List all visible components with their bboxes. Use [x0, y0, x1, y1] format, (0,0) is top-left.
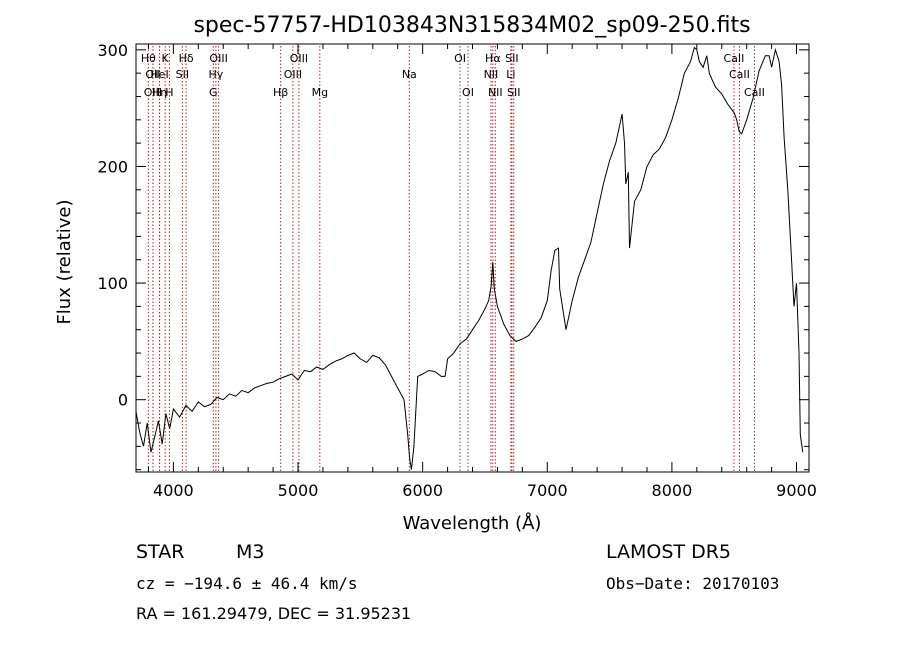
marker-label: HeI [150, 68, 168, 81]
x-axis-label: Wavelength (Å) [403, 512, 542, 534]
marker-label: CaII [729, 68, 750, 81]
marker-label: Hβ [273, 86, 288, 99]
cz-readout: cz = −194.6 ± 46.4 km/s [136, 574, 358, 593]
marker-label: Mg [312, 86, 328, 99]
survey-label: LAMOST DR5 [606, 541, 731, 563]
spectrum-line [135, 46, 804, 470]
y-tick-label: 0 [118, 391, 128, 410]
y-tick-label: 300 [97, 41, 128, 60]
line-marker-labels: HθOIIOIIIHηKHeIHSIIHδGOIIIHγHβOIIIOIIIMg… [141, 52, 765, 99]
y-axis-label: Flux (relative) [54, 199, 75, 324]
marker-label: Hα [485, 52, 501, 65]
x-axis-ticks: 4000 5000 6000 7000 8000 9000 [147, 44, 817, 500]
marker-label: OIII [284, 68, 302, 81]
y-tick-label: 100 [97, 274, 128, 293]
marker-label: K [162, 52, 170, 65]
y-tick-label: 200 [97, 157, 128, 176]
marker-label: Na [402, 68, 417, 81]
marker-label: Li [506, 68, 515, 81]
marker-label: G [209, 86, 218, 99]
subclass-label: M3 [236, 541, 264, 563]
marker-label: OIII [290, 52, 308, 65]
marker-label: NII [484, 68, 499, 81]
marker-label: Hη [152, 86, 167, 99]
class-label: STAR [136, 541, 184, 563]
marker-label: OII [145, 68, 160, 81]
x-tick-label: 9000 [776, 481, 817, 500]
line-markers [147, 46, 755, 471]
marker-label: SII [176, 68, 189, 81]
marker-label: NII [488, 86, 503, 99]
marker-label: OIII [209, 52, 227, 65]
marker-label: Hγ [208, 68, 223, 81]
marker-label: H [165, 86, 173, 99]
marker-label: OI [454, 52, 466, 65]
x-tick-label: 7000 [527, 481, 568, 500]
marker-label: Hδ [179, 52, 194, 65]
marker-label: OI [462, 86, 474, 99]
plot-frame [135, 43, 810, 473]
ra-dec-readout: RA = 161.29479, DEC = 31.95231 [136, 604, 411, 623]
marker-label: OIII [144, 86, 162, 99]
marker-label: SII [505, 52, 518, 65]
marker-label: CaII [724, 52, 745, 65]
marker-label: SII [507, 86, 520, 99]
marker-label: Hθ [141, 52, 156, 65]
chart-title: spec-57757-HD103843N315834M02_sp09-250.f… [193, 13, 750, 38]
obs-date: Obs−Date: 20170103 [606, 574, 779, 593]
x-tick-label: 8000 [652, 481, 693, 500]
y-axis-ticks: 0 100 200 300 [97, 41, 809, 471]
x-tick-label: 4000 [153, 481, 194, 500]
x-tick-label: 5000 [278, 481, 319, 500]
x-tick-label: 6000 [402, 481, 443, 500]
